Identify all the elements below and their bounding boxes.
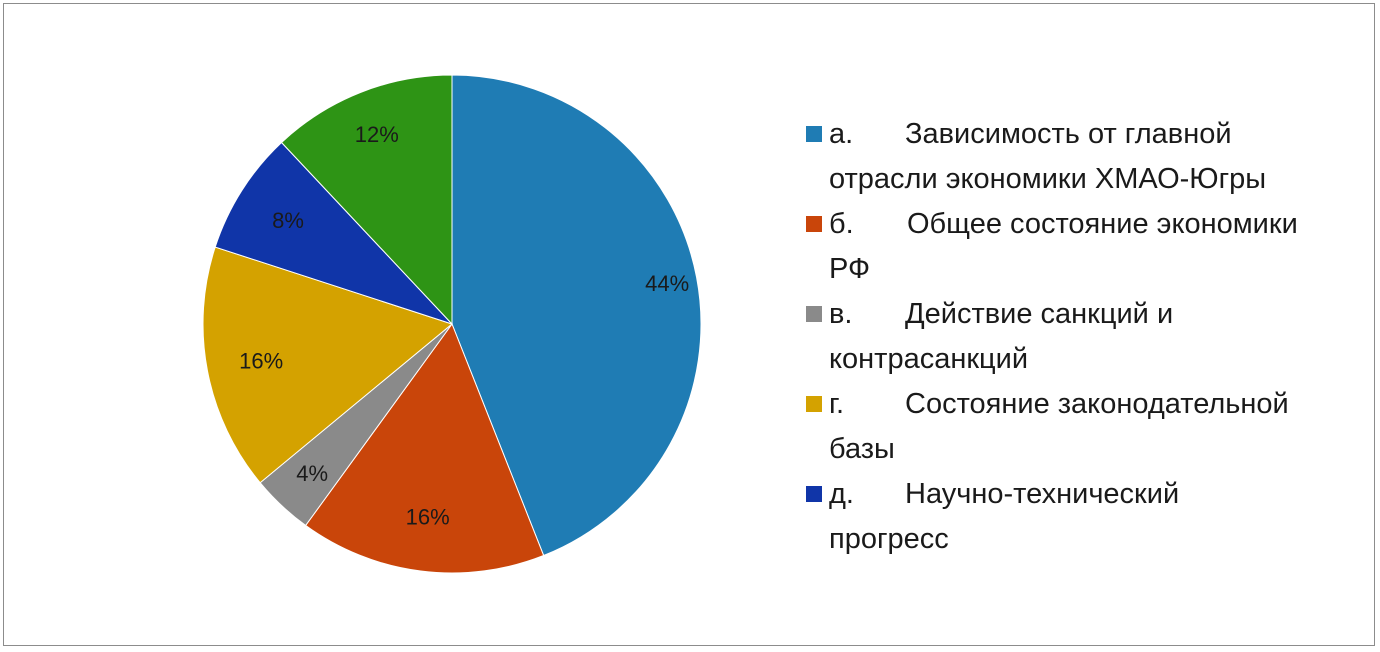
legend-letter-v: в. <box>829 298 853 330</box>
legend-swatch-g <box>806 396 822 412</box>
pie-slice-a[interactable] <box>451 74 702 557</box>
legend-item-v[interactable]: в. Действие санкций и контрасанкций <box>806 292 1376 382</box>
legend-label-b-line2: РФ <box>829 253 871 285</box>
pie-slice-label-v: 4% <box>296 461 328 486</box>
legend-label-v-line2: контрасанкций <box>829 343 1029 375</box>
pie-slice-b[interactable] <box>304 322 545 574</box>
legend-letter-b: б. <box>829 208 854 240</box>
pie-slice-label-a: 44% <box>645 271 689 296</box>
pie-slice-label-d: 8% <box>272 208 304 233</box>
legend-label-b-line1: Общее состояние экономики <box>907 208 1298 240</box>
legend-text-b: б. Общее состояние экономики РФ <box>829 202 1298 292</box>
pie-slices <box>202 74 702 574</box>
pie-slice-d[interactable] <box>214 141 453 325</box>
pie-slice-label-g: 16% <box>239 348 283 373</box>
pie-slice-label-e: 12% <box>355 122 399 147</box>
legend-letter-g: г. <box>829 388 845 420</box>
legend-label-g-line2: базы <box>829 433 895 465</box>
legend-item-g[interactable]: г. Состояние законодательной базы <box>806 382 1376 472</box>
pie-slice-g[interactable] <box>202 246 454 484</box>
legend-swatch-v <box>806 306 822 322</box>
legend: а. Зависимость от главной отрасли экономи… <box>806 112 1376 562</box>
legend-text-v: в. Действие санкций и контрасанкций <box>829 292 1173 382</box>
legend-text-d: д. Научно-технический прогресс <box>829 472 1179 562</box>
legend-label-g-line1: Состояние законодательной <box>905 388 1289 420</box>
pie-slice-e[interactable] <box>280 74 453 326</box>
legend-label-d-line2: прогресс <box>829 523 949 555</box>
legend-text-a: а. Зависимость от главной отрасли экономи… <box>829 112 1266 202</box>
pie-slice-label-b: 16% <box>406 505 450 530</box>
pie-labels: 44% 16% 4% 16% 8% 12% <box>239 122 689 530</box>
legend-item-d[interactable]: д. Научно-технический прогресс <box>806 472 1376 562</box>
legend-item-a[interactable]: а. Зависимость от главной отрасли экономи… <box>806 112 1376 202</box>
legend-text-g: г. Состояние законодательной базы <box>829 382 1289 472</box>
legend-label-a-line2: отрасли экономики ХМАО-Югры <box>829 163 1267 195</box>
legend-label-d-line1: Научно-технический <box>905 478 1180 510</box>
legend-swatch-d <box>806 486 822 502</box>
legend-label-a-line1: Зависимость от главной <box>905 118 1232 150</box>
legend-letter-d: д. <box>829 478 854 510</box>
legend-item-b[interactable]: б. Общее состояние экономики РФ <box>806 202 1376 292</box>
legend-label-v-line1: Действие санкций и <box>905 298 1174 330</box>
legend-swatch-a <box>806 126 822 142</box>
legend-swatch-b <box>806 216 822 232</box>
legend-letter-a: а. <box>829 118 854 150</box>
